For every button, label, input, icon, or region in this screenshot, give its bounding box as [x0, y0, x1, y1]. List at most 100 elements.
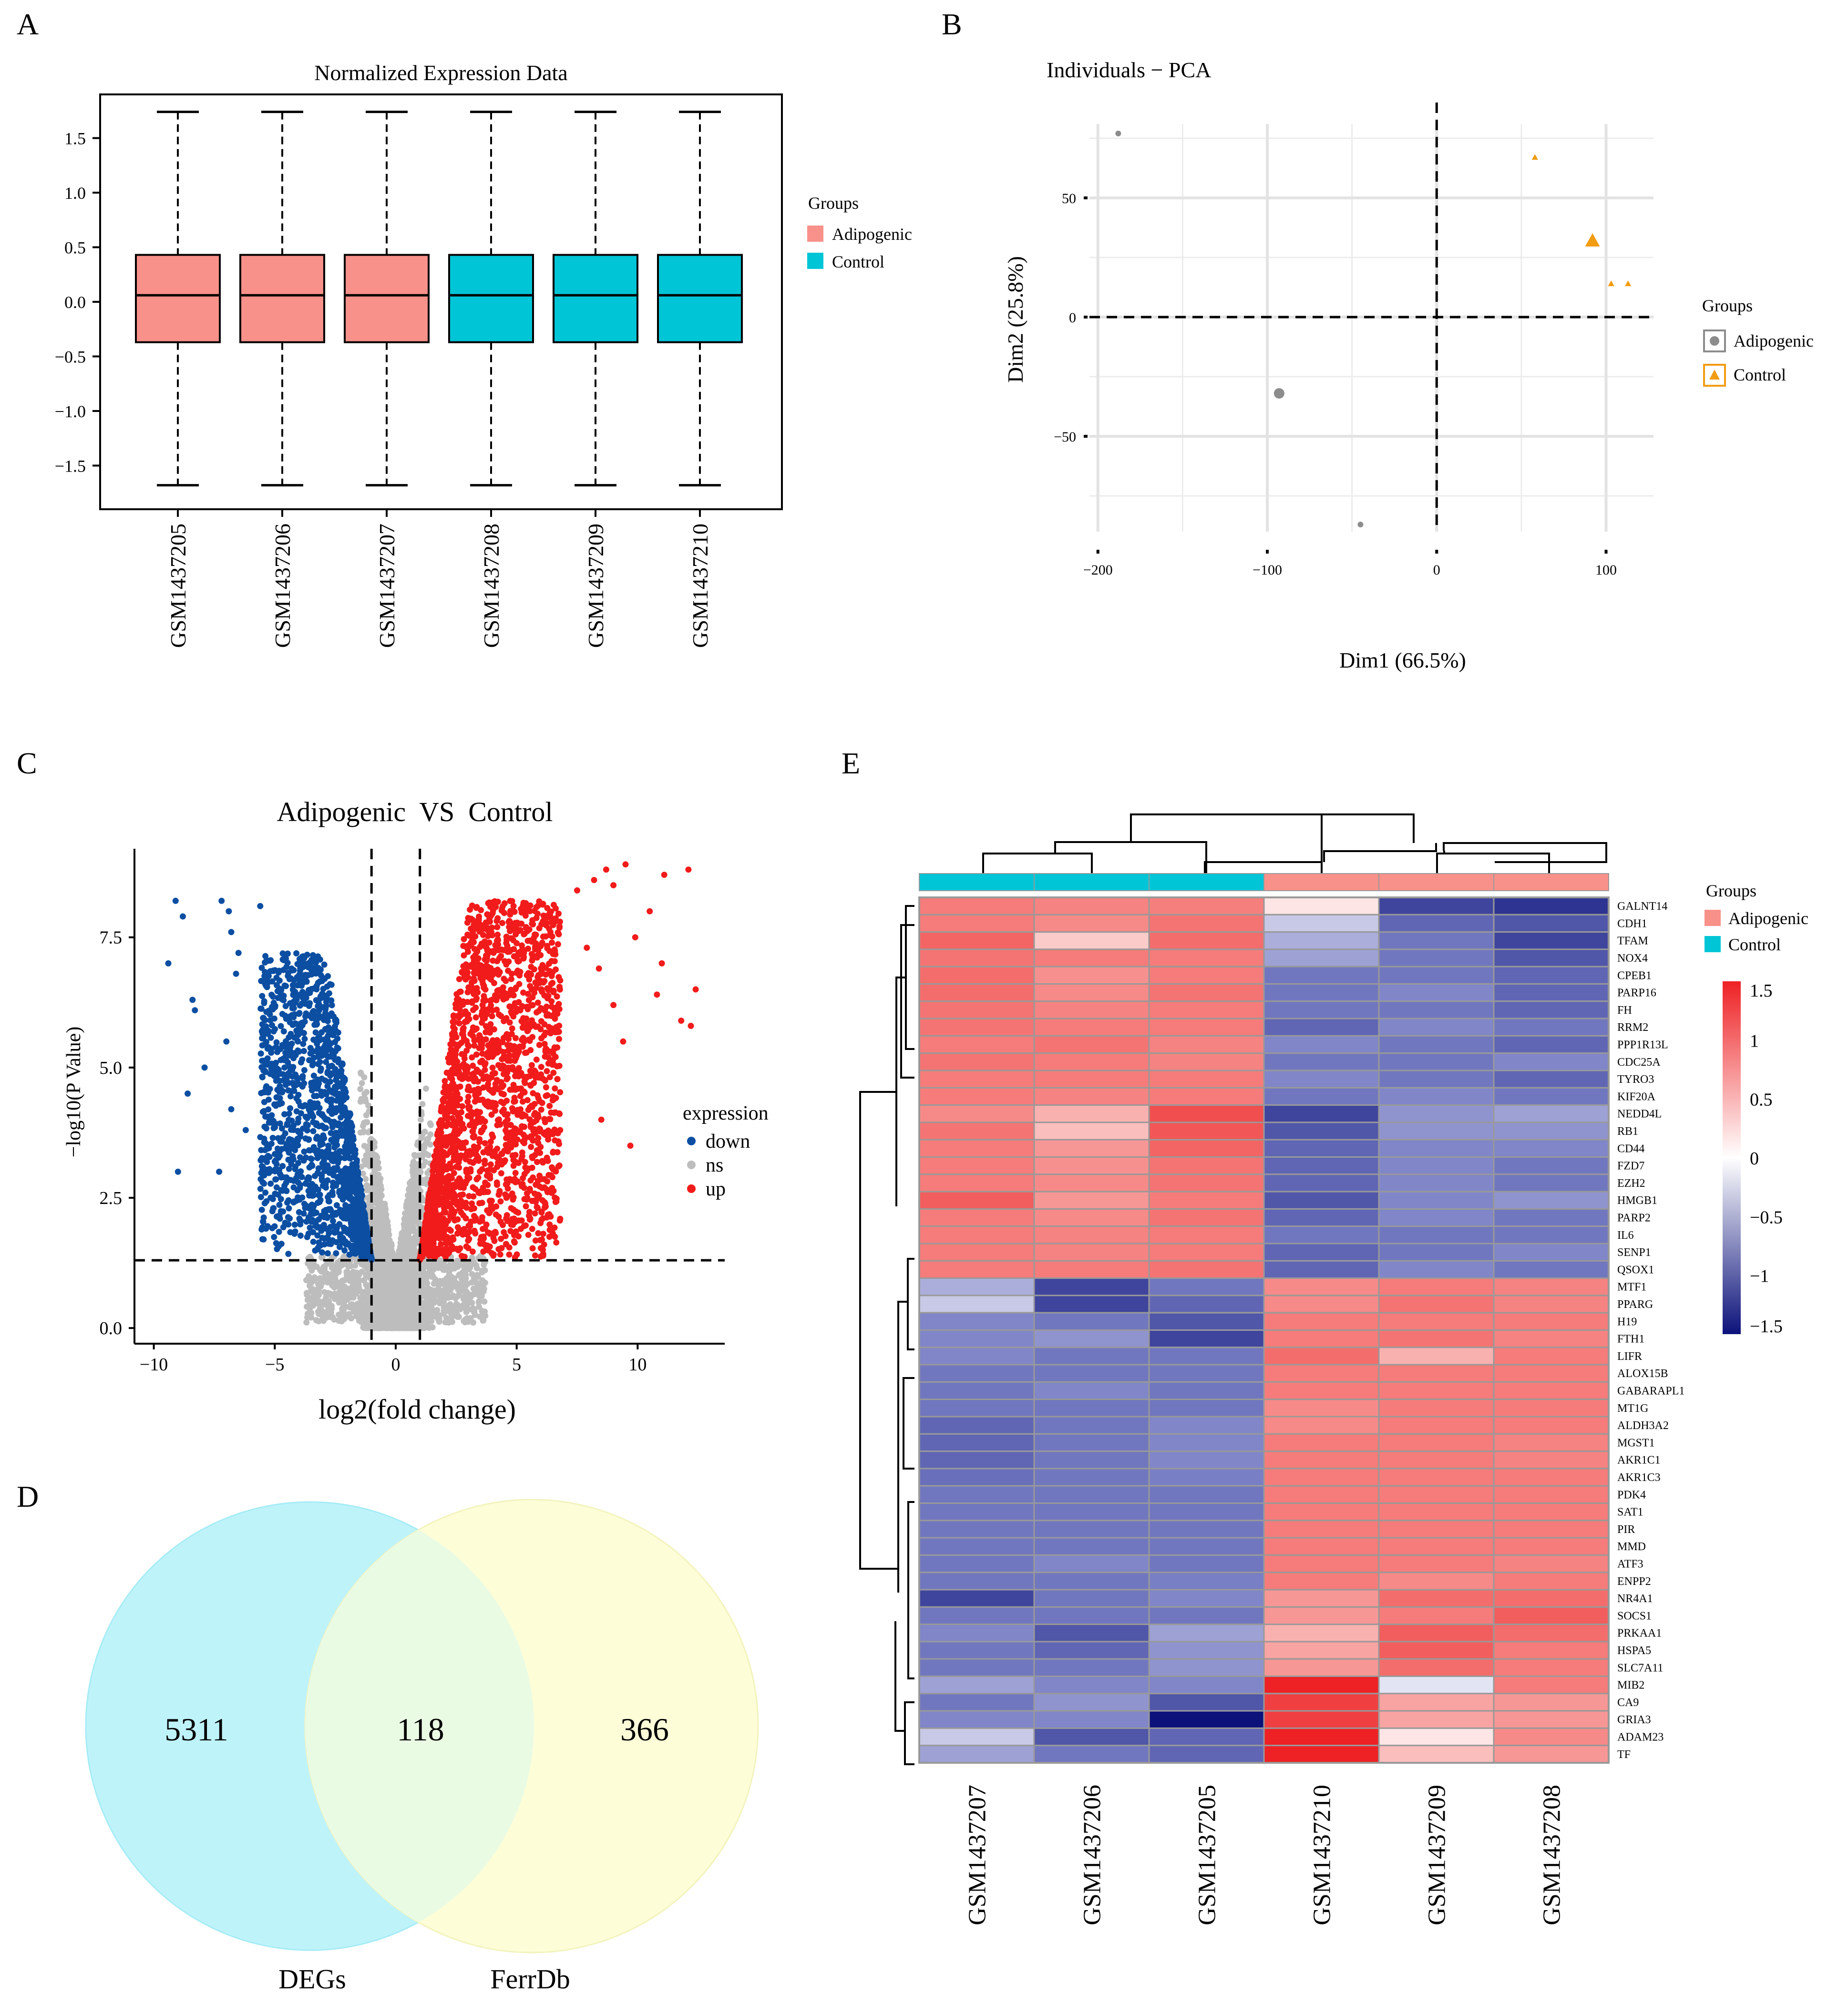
volcano-point-ns — [378, 1283, 384, 1289]
volcano-point-ns — [320, 1265, 327, 1271]
volcano-point-ns — [442, 1319, 449, 1326]
volcano-point-down — [323, 1003, 329, 1009]
volcano-point-ns — [358, 1070, 364, 1077]
volcano-point-down — [291, 1088, 298, 1094]
volcano-point-down — [269, 967, 276, 974]
volcano-point-down — [264, 1154, 271, 1161]
volcano-point-ns — [375, 1197, 381, 1204]
volcano-point-down — [315, 953, 321, 960]
volcano-point-down — [281, 1064, 288, 1071]
volcano-point-down — [318, 1152, 325, 1159]
volcano-point-down — [321, 961, 328, 968]
volcano-point-ns — [345, 1272, 351, 1278]
volcano-point-ns — [332, 1296, 339, 1302]
volcano-point-down — [323, 1059, 329, 1065]
volcano-point-down — [299, 1073, 306, 1080]
panel-c: C Adipogenic VS Control −10 −5 0 5 100.02.55… — [17, 746, 769, 1425]
volcano-point-down — [283, 1174, 290, 1181]
panel-b-legend-key-control — [1703, 364, 1726, 387]
volcano-point-down — [313, 1079, 319, 1085]
volcano-point-down — [259, 1074, 266, 1080]
volcano-point-ns — [351, 1308, 358, 1315]
volcano-point-ns — [378, 1183, 384, 1189]
volcano-point-ns — [359, 1080, 365, 1087]
volcano-point-down — [277, 1095, 283, 1101]
volcano-point-down — [279, 1163, 286, 1169]
volcano-point-ns — [364, 1119, 370, 1126]
panel-b-letter: B — [942, 7, 962, 41]
volcano-point-ns — [363, 1271, 370, 1278]
panel-b-legend-title: Groups — [1702, 296, 1753, 315]
volcano-point-down — [318, 967, 324, 973]
volcano-point-ns — [316, 1318, 322, 1325]
volcano-point-down — [330, 1090, 337, 1096]
volcano-point-down — [308, 1202, 314, 1209]
volcano-point-ns — [423, 1085, 429, 1092]
volcano-point-down — [328, 997, 335, 1004]
volcano-point-down — [308, 1110, 315, 1116]
volcano-point-down — [276, 977, 283, 984]
volcano-point-down — [308, 1218, 315, 1225]
volcano-point-down — [276, 1229, 282, 1235]
volcano-point-ns — [329, 1282, 336, 1289]
volcano-point-ns — [424, 1280, 431, 1286]
volcano-point-down — [267, 1194, 274, 1201]
volcano-point-ns — [318, 1307, 325, 1314]
volcano-point-ns — [341, 1284, 348, 1290]
volcano-point-ns — [462, 1319, 468, 1326]
volcano-point-ns — [385, 1265, 391, 1272]
volcano-point-ns — [428, 1273, 435, 1280]
volcano-point-down — [258, 1147, 265, 1153]
volcano-point-down — [297, 1232, 304, 1239]
volcano-point-down — [292, 1166, 298, 1173]
panel-a-ytick-label: 1.0 — [64, 184, 86, 203]
volcano-point-ns — [373, 1290, 380, 1296]
volcano-point-ns — [437, 1292, 444, 1299]
pca-point-adipogenic — [1115, 131, 1121, 136]
volcano-point-ns — [362, 1176, 369, 1183]
volcano-point-ns — [477, 1293, 484, 1300]
volcano-point-down — [277, 1023, 284, 1029]
volcano-point-down — [270, 1028, 277, 1035]
panel-a-legend-label-adipogenic: Adipogenic — [832, 225, 912, 244]
volcano-point-ns — [377, 1319, 384, 1326]
volcano-point-ns — [360, 1128, 367, 1135]
volcano-point-ns — [429, 1287, 436, 1294]
panel-b-legend-key-adipogenic — [1703, 329, 1726, 352]
volcano-point-ns — [473, 1262, 480, 1268]
volcano-point-down — [283, 1188, 290, 1194]
volcano-point-ns — [378, 1274, 385, 1281]
volcano-point-ns — [411, 1194, 418, 1201]
volcano-point-ns — [348, 1263, 354, 1269]
volcano-point-ns — [398, 1242, 405, 1249]
volcano-point-down — [271, 1223, 278, 1230]
volcano-point-down — [321, 1214, 328, 1221]
volcano-point-down — [319, 1249, 325, 1255]
volcano-point-down — [257, 1185, 264, 1192]
volcano-point-ns — [349, 1288, 355, 1295]
panel-b-xlabel: Dim1 (66.5%) — [1339, 648, 1466, 672]
volcano-point-ns — [449, 1318, 455, 1325]
volcano-point-ns — [427, 1120, 433, 1127]
volcano-point-down — [301, 1067, 308, 1073]
volcano-point-ns — [459, 1302, 466, 1309]
volcano-point-ns — [405, 1217, 412, 1224]
volcano-point-down — [332, 1083, 338, 1090]
volcano-point-ns — [388, 1282, 394, 1288]
volcano-point-down — [303, 978, 310, 985]
volcano-point-down — [310, 1008, 317, 1014]
volcano-point-ns — [304, 1314, 310, 1321]
volcano-point-ns — [446, 1265, 452, 1271]
volcano-point-ns — [311, 1292, 318, 1298]
volcano-point-down — [257, 1194, 264, 1200]
volcano-point-ns — [440, 1277, 447, 1284]
volcano-point-ns — [425, 1135, 431, 1142]
panel-b-title: Individuals − PCA — [1047, 58, 1211, 82]
volcano-point-ns — [421, 1129, 428, 1135]
volcano-point-down — [286, 1111, 292, 1117]
volcano-point-ns — [304, 1277, 311, 1284]
volcano-point-down — [312, 1247, 318, 1254]
volcano-point-ns — [479, 1267, 485, 1274]
panel-b-legend-label-control: Control — [1734, 365, 1786, 384]
volcano-point-down — [287, 1105, 293, 1111]
